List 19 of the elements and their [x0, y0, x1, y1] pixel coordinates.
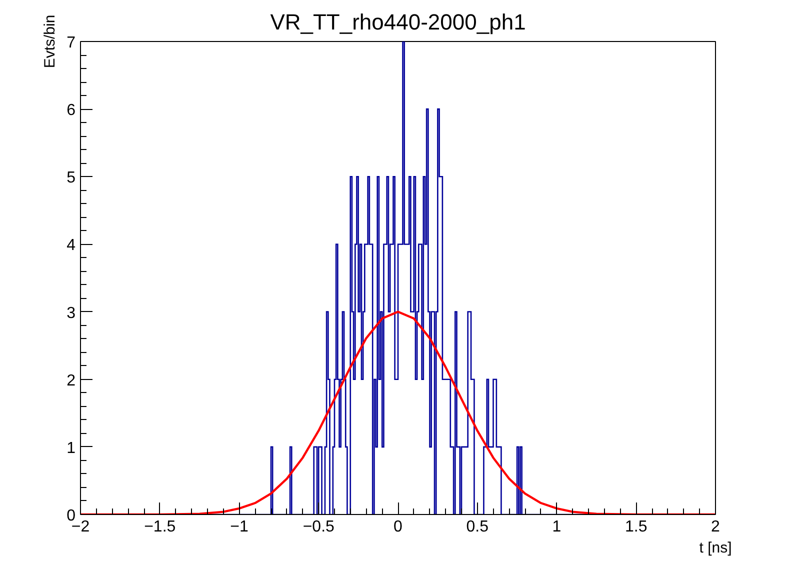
x-tick-label: −0.5: [302, 518, 335, 536]
chart-title: VR_TT_rho440-2000_ph1: [270, 10, 526, 34]
y-tick-label: 7: [66, 34, 76, 52]
y-tick-label: 2: [66, 372, 76, 390]
x-tick-label: 1.5: [625, 518, 648, 536]
y-tick-label: 6: [66, 102, 76, 120]
y-tick-label: 5: [66, 170, 76, 187]
x-axis-title: t [ns]: [699, 540, 732, 556]
x-tick-label: 1: [552, 518, 562, 536]
y-tick-label: 0: [66, 508, 76, 524]
x-tick-label: 0: [394, 518, 403, 536]
x-tick-label: 2: [711, 518, 720, 536]
x-tick-label: 0.5: [466, 518, 489, 536]
x-tick-label: −1.5: [144, 518, 176, 536]
y-tick-label: 4: [66, 237, 76, 254]
y-tick-label: 3: [66, 304, 76, 322]
y-tick-label: 1: [66, 440, 76, 457]
y-axis-title: Evts/bin: [42, 14, 59, 68]
x-tick-label: −1: [230, 518, 248, 536]
